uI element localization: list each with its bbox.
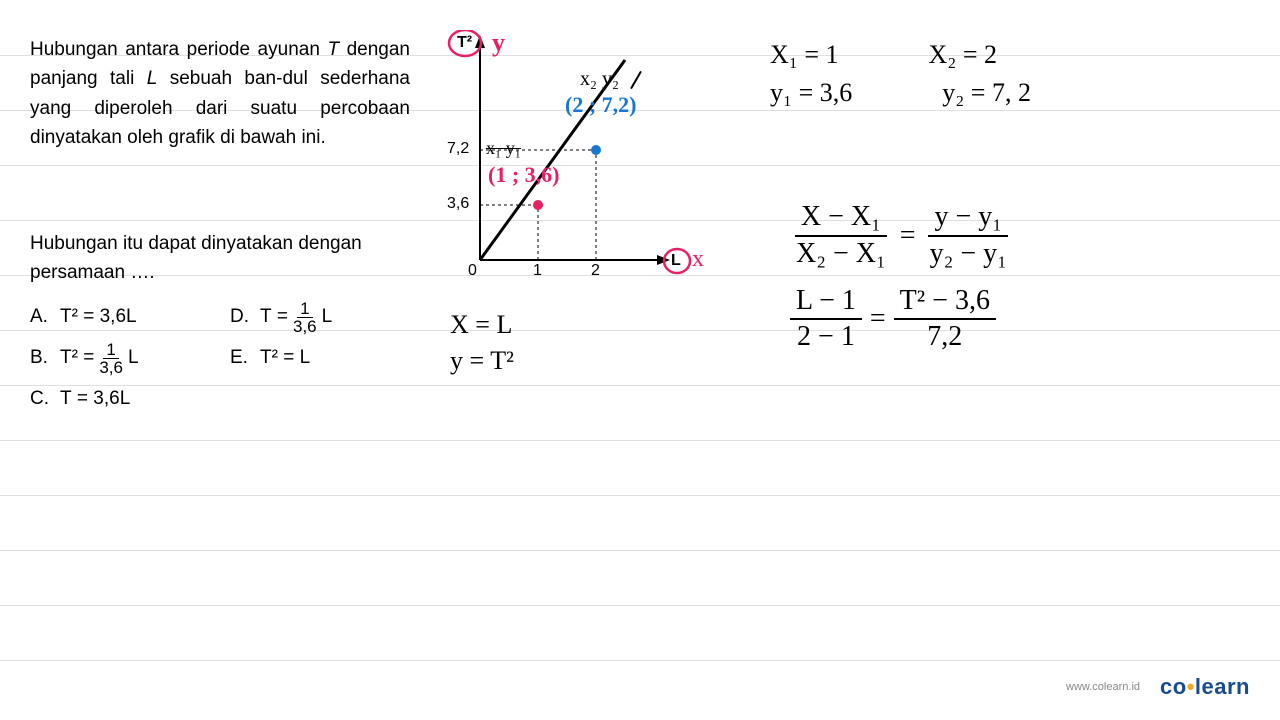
option-row-a: A. T² = 3,6L D. T = 13,6 L (30, 300, 430, 335)
q-part-0: Hubungan antara periode ayunan (30, 39, 327, 60)
eq2-rnum: T² − 3,6 (894, 284, 996, 321)
graph: T² y 7,2 3,6 0 1 2 L x x₁ y₁ (1 ; 3,6) x… (430, 30, 700, 290)
work-x1: X₁ = 1 (770, 40, 839, 70)
x-axis-label: L (671, 252, 681, 270)
option-d-eq: T = 13,6 L (260, 300, 430, 335)
answer-options: A. T² = 3,6L D. T = 13,6 L B. T² = 13,6 … (30, 300, 430, 422)
option-b-eq: T² = 13,6 L (60, 341, 230, 376)
y-axis-label: T² (457, 34, 472, 52)
option-row-b: B. T² = 13,6 L E. T² = L (30, 341, 430, 376)
ytick-1: 3,6 (447, 195, 469, 213)
option-e-eq: T² = L (260, 341, 430, 375)
eq2-lnum: L − 1 (790, 284, 862, 321)
xtick-0: 1 (533, 262, 542, 280)
watermark-url: www.colearn.id (1066, 681, 1140, 693)
equation-2: L − 1 2 − 1 = T² − 3,6 7,2 (790, 284, 1013, 356)
work-y1: y₁ = 3,6 (770, 78, 852, 108)
eq1-rden: y₂ − y₁ (924, 237, 1013, 272)
q-part-3: L (147, 68, 158, 89)
option-b-letter: B. (30, 341, 60, 375)
eq2-rden: 7,2 (921, 320, 968, 355)
q-part-1: T (327, 39, 339, 60)
origin-label: 0 (468, 262, 477, 280)
watermark: www.colearn.id co•learn (1066, 674, 1250, 700)
point2-label: (2 ; 7,2) (565, 92, 636, 118)
eq2-lden: 2 − 1 (791, 320, 861, 355)
substitution: X = L y = T² (450, 310, 514, 376)
work-area: X₁ = 1 X₂ = 2 y₁ = 3,6 y₂ = 7, 2 (770, 40, 1031, 116)
option-row-c: C. T = 3,6L (30, 382, 430, 416)
eq1-lnum: X − X₁ (795, 200, 887, 237)
ytick-0: 7,2 (447, 140, 469, 158)
option-c-letter: C. (30, 382, 60, 416)
eq2-equals: = (870, 303, 886, 335)
graph-svg (430, 30, 700, 290)
annot-xy1: x₁ y₁ (486, 138, 521, 159)
question-sub: Hubungan itu dapat dinyatakan dengan per… (30, 230, 410, 287)
option-a-letter: A. (30, 300, 60, 334)
subst-line1: X = L (450, 310, 514, 340)
point1-label: (1 ; 3,6) (488, 162, 559, 188)
eq1-rnum: y − y₁ (928, 200, 1008, 237)
annot-xy2: x₂ y₂ (580, 68, 619, 91)
equation-1: X − X₁ X₂ − X₁ = y − y₁ y₂ − y₁ (790, 200, 1013, 272)
x-hand-label: x (692, 246, 704, 273)
work-x2: X₂ = 2 (929, 40, 998, 70)
equations: X − X₁ X₂ − X₁ = y − y₁ y₂ − y₁ L − 1 2 … (790, 200, 1013, 367)
option-e-letter: E. (230, 341, 260, 375)
option-c-eq: T = 3,6L (60, 382, 230, 416)
subst-line2: y = T² (450, 346, 514, 376)
question-text: Hubungan antara periode ayunan T dengan … (30, 35, 410, 153)
watermark-logo: co•learn (1160, 674, 1250, 700)
eq1-lden: X₂ − X₁ (790, 237, 892, 272)
xtick-1: 2 (591, 262, 600, 280)
work-y2: y₂ = 7, 2 (942, 78, 1031, 108)
eq1-equals: = (900, 220, 916, 252)
option-d-letter: D. (230, 300, 260, 334)
option-a-eq: T² = 3,6L (60, 300, 230, 334)
y-hand-label: y (492, 28, 505, 58)
